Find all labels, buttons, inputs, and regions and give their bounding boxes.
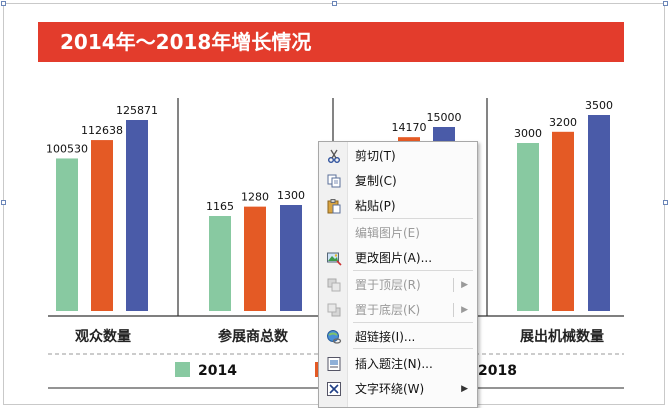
menu-item-scissors[interactable]: 剪切(T): [320, 145, 476, 167]
menu-item-insert-caption[interactable]: 插入题注(N)...: [320, 353, 476, 375]
legend-label: 2018: [478, 363, 517, 379]
submenu-arrow-icon: ▶: [461, 280, 468, 290]
legend-swatch-2014: [175, 362, 190, 377]
menu-item-bring-to-front: 置于顶层(R) ▶: [320, 274, 476, 296]
text-wrap-icon: [326, 381, 342, 397]
resize-handle-top-left[interactable]: [1, 1, 6, 6]
resize-handle-middle-right[interactable]: [663, 200, 668, 205]
bring-to-front-icon: [326, 277, 342, 293]
scissors-icon: [326, 148, 342, 164]
bar-2014-1: [209, 216, 231, 311]
menu-item-label: 更改图片(A)...: [355, 251, 433, 265]
data-label: 1280: [241, 191, 269, 204]
resize-handle-top-right[interactable]: [663, 1, 668, 6]
menu-item-change-picture[interactable]: 更改图片(A)...: [320, 247, 476, 269]
data-label: 125871: [116, 104, 158, 117]
category-label: 观众数量: [75, 328, 131, 345]
bar-2016-3: [552, 131, 574, 311]
data-label: 15000: [427, 111, 462, 124]
menu-divider: [353, 322, 473, 323]
submenu-arrow-icon: ▶: [461, 384, 468, 394]
legend-label: 2014: [198, 363, 237, 379]
menu-item-edit-picture: 编辑图片(E): [320, 222, 476, 244]
category-label: 参展商总数: [218, 328, 289, 345]
menu-item-text-wrap[interactable]: 文字环绕(W) ▶: [320, 378, 476, 400]
menu-item-hyperlink[interactable]: 超链接(I)...: [320, 326, 476, 348]
data-label: 3200: [549, 116, 577, 129]
menu-item-label: 剪切(T): [355, 149, 396, 163]
menu-item-label: 超链接(I)...: [355, 330, 416, 344]
data-label: 100530: [46, 142, 88, 155]
data-label: 1300: [277, 189, 305, 202]
send-to-back-icon: [326, 302, 342, 318]
data-label: 14170: [392, 121, 427, 134]
submenu-arrow-icon: ▶: [461, 305, 468, 315]
bar-2018-0: [126, 120, 148, 311]
data-label: 112638: [81, 124, 123, 137]
data-label: 1165: [206, 200, 234, 213]
bar-2018-1: [280, 205, 302, 311]
change-picture-icon: [326, 250, 342, 266]
chart-title-banner: 2014年～2018年增长情况: [38, 22, 624, 62]
bar-2014-0: [56, 158, 78, 311]
menu-divider: [353, 270, 473, 271]
split-separator: [453, 278, 454, 292]
bar-2014-3: [517, 143, 539, 311]
resize-handle-top-center[interactable]: [332, 1, 337, 6]
menu-divider: [353, 218, 473, 219]
paste-icon: [326, 198, 342, 214]
chart-title: 2014年～2018年增长情况: [60, 30, 312, 54]
menu-item-send-to-back: 置于底层(K) ▶: [320, 299, 476, 321]
category-label: 展出机械数量: [520, 328, 604, 345]
menu-item-label: 编辑图片(E): [355, 226, 420, 240]
data-label: 3000: [514, 127, 542, 140]
bar-2018-3: [588, 115, 610, 311]
hyperlink-icon: [326, 329, 342, 345]
menu-item-paste[interactable]: 粘贴(P): [320, 195, 476, 217]
menu-item-label: 复制(C): [355, 174, 397, 188]
blank-icon: [326, 225, 342, 241]
data-label: 3500: [585, 99, 613, 112]
menu-item-label: 文字环绕(W): [355, 382, 425, 396]
context-menu: 剪切(T) 复制(C) 粘贴(P) 编辑图片(E) 更改图片(A)... 置于顶层(R) ▶…: [318, 141, 478, 408]
copy-icon: [326, 173, 342, 189]
menu-item-label: 置于底层(K): [355, 303, 421, 317]
bar-2016-1: [244, 206, 266, 311]
split-separator: [453, 303, 454, 317]
menu-divider: [353, 348, 473, 349]
insert-caption-icon: [326, 356, 342, 372]
menu-item-label: 插入题注(N)...: [355, 357, 433, 371]
menu-item-label: 粘贴(P): [355, 199, 396, 213]
resize-handle-middle-left[interactable]: [1, 200, 6, 205]
menu-item-label: 置于顶层(R): [355, 278, 421, 292]
bar-2016-0: [91, 140, 113, 311]
menu-item-copy[interactable]: 复制(C): [320, 170, 476, 192]
